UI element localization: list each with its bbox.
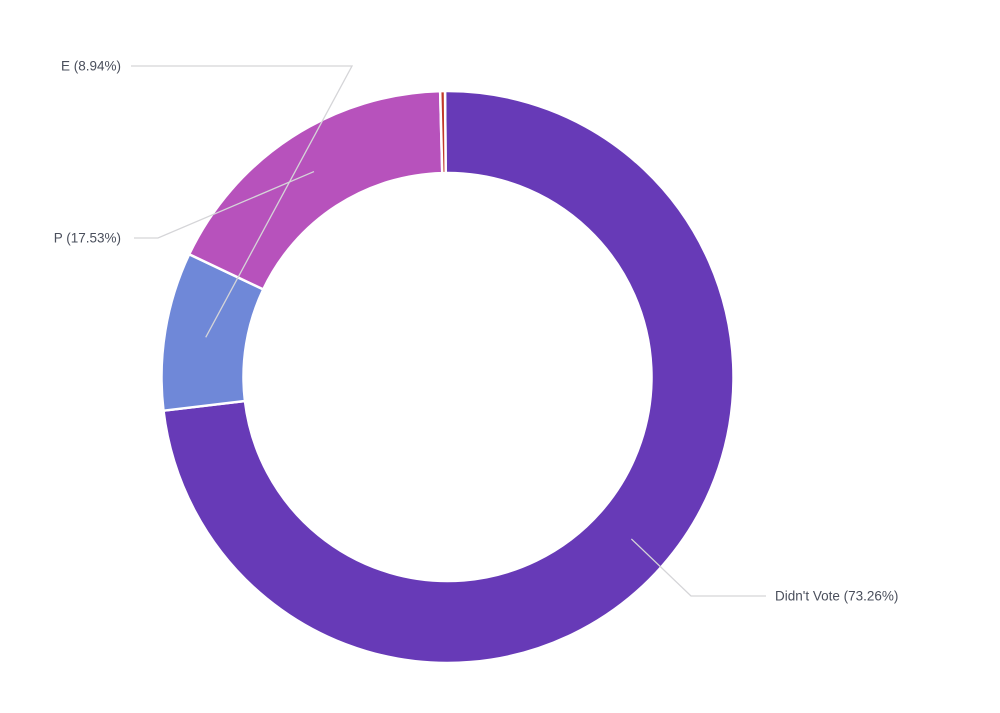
slices-group: [160, 89, 735, 665]
labels-group: Didn't Vote (73.26%) E (8.94%) P (17.53%): [54, 59, 899, 604]
slice-label-didn-t-vote: Didn't Vote (73.26%): [775, 589, 898, 604]
leader-lines-group: [131, 65, 766, 597]
slice-p[interactable]: [187, 89, 444, 291]
leader-line-e: [131, 65, 354, 338]
slice-didn-t-vote[interactable]: [162, 89, 735, 665]
leader-line-didn-t-vote: [630, 538, 766, 597]
slice-label-p: P (17.53%): [54, 231, 121, 246]
slice-other[interactable]: [438, 89, 447, 175]
slice-label-e: E (8.94%): [61, 59, 121, 74]
leader-line-p: [134, 170, 315, 239]
